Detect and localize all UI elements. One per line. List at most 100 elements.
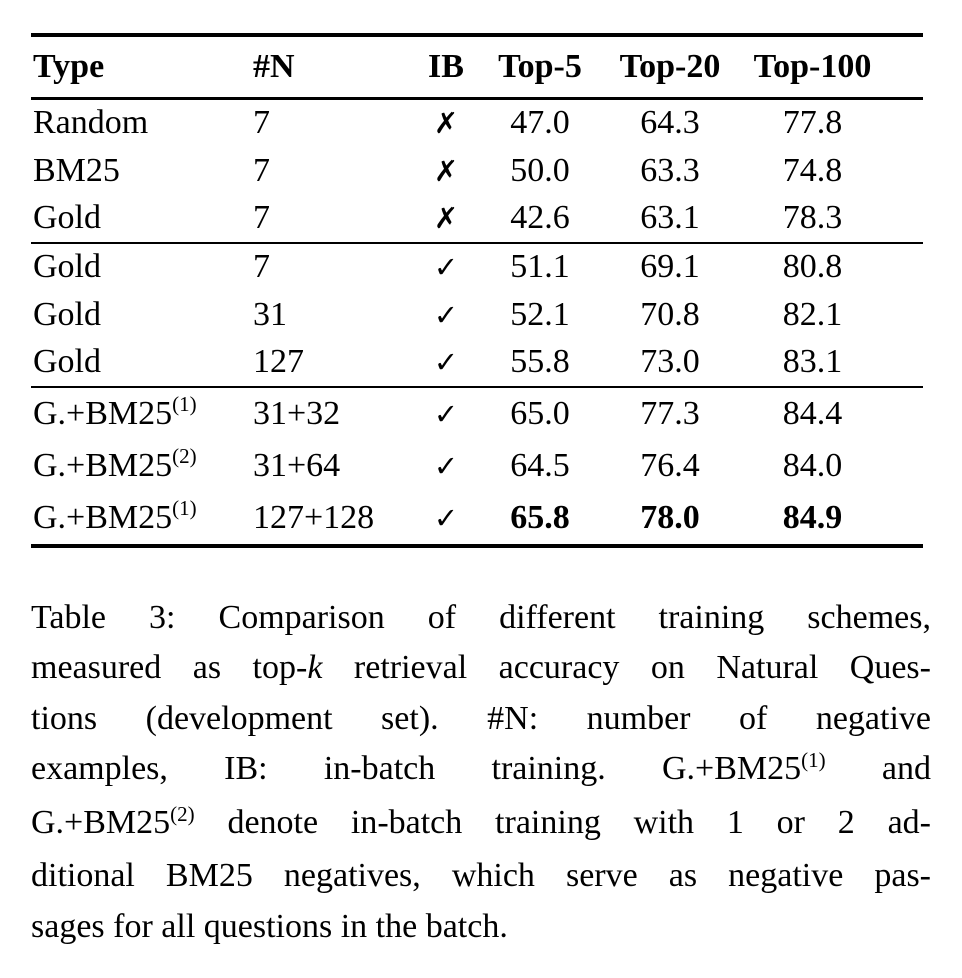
type-label: Gold [33,343,101,380]
table-group-3: G.+BM25(1) 31+32 ✓ 65.0 77.3 84.4 G.+BM25(2) 31… [31,387,923,546]
check-icon: ✓ [433,250,459,284]
table-row: BM25 7 ✗ 50.0 63.3 74.8 [31,147,923,195]
check-icon: ✓ [433,396,459,431]
cell-n: 7 [253,104,270,142]
cross-icon: ✗ [433,106,459,141]
col-header-type: Type [33,48,105,85]
type-superscript: (1) [172,391,197,416]
cell-top20: 73.0 [640,343,700,380]
cell-top20: 70.8 [640,295,700,333]
type-superscript: (1) [172,496,197,520]
cell-ib: ✓ [420,243,472,291]
cell-top100: 84.4 [782,394,843,432]
results-table: Type #N IB Top-5 Top-20 Top-100 Random 7 ✗ 47.0 6… [31,33,923,548]
cell-type: G.+BM25(1) [31,493,253,546]
caption-superscript: (1) [801,748,826,772]
caption-line: ditional BM25 negatives, which serve as … [31,851,931,902]
cell-top20: 63.3 [640,151,700,189]
cell-top5: 65.0 [510,394,570,432]
caption-text: denote in-batch training with 1 or 2 ad- [194,803,931,841]
cell-type: Random [31,99,253,147]
cell-ib: ✓ [420,291,472,339]
type-label: BM25 [33,151,120,189]
table-caption: Table 3: Comparison of different trainin… [31,593,931,953]
col-header-top100: Top-100 [753,48,872,85]
caption-text: ditional BM25 negatives, which serve as … [31,857,931,894]
cell-top5: 65.8 [510,499,570,536]
caption-text: G.+BM25 [31,803,171,841]
caption-superscript: (2) [170,801,195,826]
cell-top5: 55.8 [510,343,570,380]
cell-n: 127+128 [253,499,375,536]
cell-top5: 64.5 [510,447,570,484]
cell-n: 7 [253,248,270,285]
cell-ib: ✓ [420,339,472,387]
cell-n: 7 [253,151,270,189]
cell-top100: 83.1 [782,343,843,380]
table-header: Type #N IB Top-5 Top-20 Top-100 [31,35,923,99]
cell-top20: 63.1 [640,199,700,236]
cell-type: BM25 [31,147,253,195]
cell-top100: 84.0 [782,447,843,484]
caption-line: tions (development set). #N: number of n… [31,694,931,745]
table-group-2: Gold 7 ✓ 51.1 69.1 80.8 Gold 31 ✓ 52.1 70.8 82.1 Gol… [31,243,923,387]
cell-top100: 82.1 [782,295,843,333]
cell-top5: 51.1 [510,248,570,285]
col-header-top5: Top-5 [498,48,582,85]
cross-icon: ✗ [433,153,459,188]
cell-ib: ✓ [420,387,472,440]
table-row: Gold 127 ✓ 55.8 73.0 83.1 [31,339,923,387]
caption-text: examples, IB: in-batch training. G.+BM25 [31,750,802,787]
cell-top100: 80.8 [782,248,843,285]
check-icon: ✓ [433,297,459,332]
cell-top5: 50.0 [510,151,570,189]
caption-text: k [307,649,323,686]
cell-n: 7 [253,199,270,236]
type-label: Gold [33,248,101,285]
type-superscript: (2) [172,444,197,468]
cell-top20: 77.3 [640,394,700,432]
type-label: Random [33,104,149,142]
table-header-row: Type #N IB Top-5 Top-20 Top-100 [31,35,923,99]
cell-n: 127 [253,343,304,380]
table-row: G.+BM25(1) 127+128 ✓ 65.8 78.0 84.9 [31,493,923,546]
table-group-1: Random 7 ✗ 47.0 64.3 77.8 BM25 7 ✗ 50.0 63.3 74.8 Go… [31,99,923,243]
cell-n: 31+64 [253,447,341,484]
col-header-top20: Top-20 [619,48,721,85]
caption-line: G.+BM25(2) denote in-batch training with… [31,798,931,852]
cell-n: 31 [253,295,287,333]
cell-ib: ✓ [420,493,472,546]
cell-top100: 77.8 [782,104,843,142]
table-row: G.+BM25(1) 31+32 ✓ 65.0 77.3 84.4 [31,387,923,440]
check-icon: ✓ [433,449,459,483]
cell-top5: 52.1 [510,295,570,333]
caption-text: Table 3: Comparison of different trainin… [31,598,931,636]
cell-ib: ✓ [420,440,472,493]
cell-top100: 84.9 [782,499,843,536]
cell-ib: ✗ [420,195,472,243]
table-row: Gold 7 ✓ 51.1 69.1 80.8 [31,243,923,291]
table-row: Gold 31 ✓ 52.1 70.8 82.1 [31,291,923,339]
caption-text: measured as top- [31,649,308,686]
cell-type: Gold [31,243,253,291]
cell-top20: 64.3 [640,104,700,142]
cell-type: Gold [31,291,253,339]
cell-top20: 69.1 [640,248,700,285]
table-row: Gold 7 ✗ 42.6 63.1 78.3 [31,195,923,243]
col-header-ib: IB [428,48,464,85]
caption-line: Table 3: Comparison of different trainin… [31,593,931,644]
caption-text: and [825,750,932,787]
caption-line: measured as top-k retrieval accuracy on … [31,643,931,694]
type-label: G.+BM25 [33,499,173,536]
type-label: G.+BM25 [33,447,173,484]
cell-top20: 76.4 [640,447,700,484]
caption-text: retrieval accuracy on Natural Ques- [322,649,931,686]
cell-top100: 78.3 [782,199,843,236]
cell-ib: ✗ [420,147,472,195]
caption-text: sages for all questions in the batch. [31,907,508,945]
cell-top100: 74.8 [782,151,843,189]
check-icon: ✓ [433,345,459,379]
check-icon: ✓ [433,501,459,535]
table-row: G.+BM25(2) 31+64 ✓ 64.5 76.4 84.0 [31,440,923,493]
